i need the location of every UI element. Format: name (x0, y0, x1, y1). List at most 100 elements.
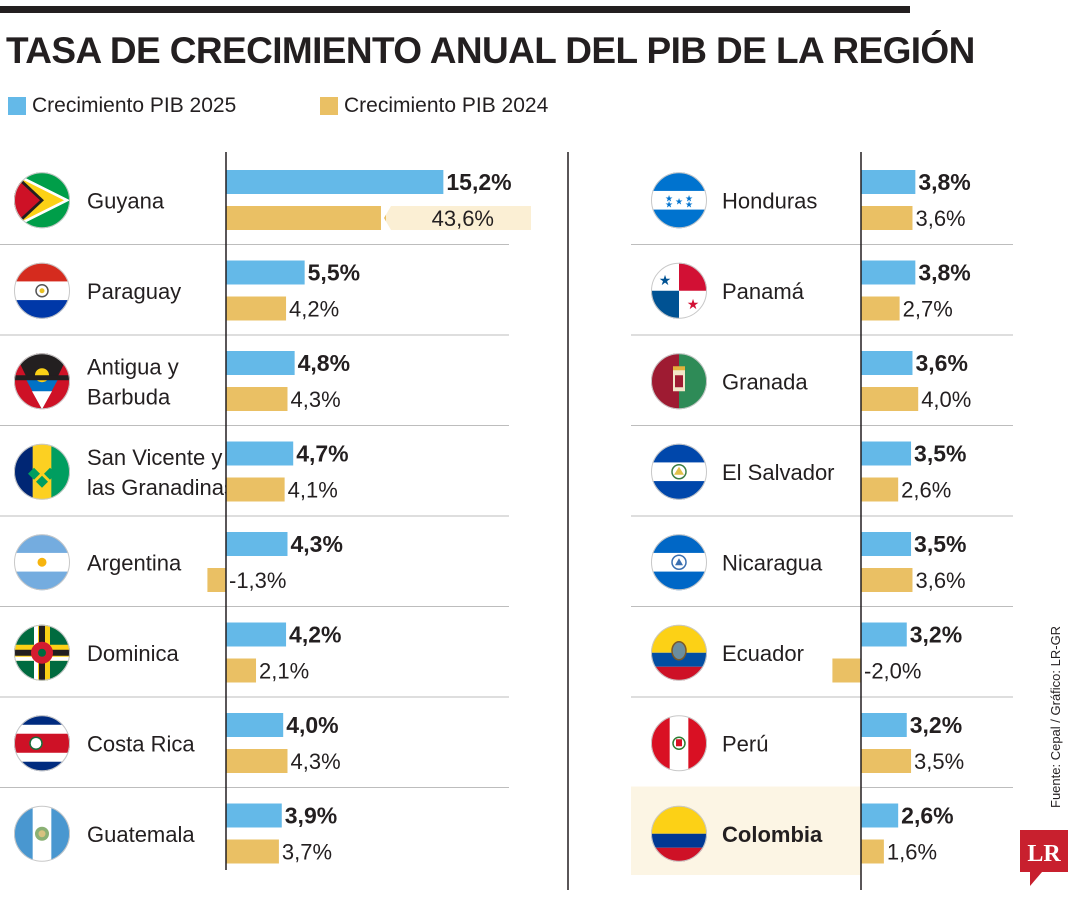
antigua-barbuda-flag-icon (14, 353, 70, 410)
bar-2024 (861, 568, 913, 592)
bar-2025 (861, 713, 907, 737)
value-label-2025: 3,9% (285, 803, 337, 829)
bar-2024 (226, 839, 279, 864)
honduras-flag-icon: ★ ★★★ ★ (651, 172, 707, 229)
legend-swatch-2025 (8, 97, 26, 115)
bar-2024 (226, 387, 288, 411)
bar-2025 (861, 803, 899, 828)
svg-text:★: ★ (685, 193, 693, 203)
value-label-2024: 2,7% (903, 297, 953, 322)
value-label-2025: 3,8% (918, 169, 970, 195)
category-label: Honduras (722, 188, 817, 213)
paraguay-flag-icon (14, 262, 70, 319)
value-label-2024: 4,3% (290, 749, 340, 774)
san-vicente-flag-icon (14, 443, 70, 500)
costa-rica-flag-icon (14, 715, 70, 772)
svg-text:★: ★ (685, 199, 693, 209)
category-label-line: San Vicente y (87, 445, 222, 470)
bar-2024 (861, 206, 913, 230)
category-label-line: Guatemala (87, 822, 195, 847)
category-label-line: Honduras (722, 188, 817, 213)
category-label: Antigua y Barbuda (87, 354, 179, 409)
bar-2025 (861, 170, 916, 194)
top-rule (0, 6, 910, 13)
chart-title: TASA DE CRECIMIENTO ANUAL DEL PIB DE LA … (6, 30, 975, 71)
value-label-2024: 4,3% (290, 387, 340, 412)
bar-2024 (861, 749, 912, 773)
bar-2024 (861, 477, 899, 502)
value-label-2025: 3,2% (910, 622, 962, 648)
argentina-flag-icon (14, 534, 70, 591)
legend-label-2024: Crecimiento PIB 2024 (344, 94, 549, 117)
bar-2025 (861, 260, 916, 285)
category-label-line: Costa Rica (87, 731, 195, 756)
value-label-2025: 15,2% (446, 169, 511, 195)
bar-2024 (226, 658, 257, 683)
value-label-2024: 43,6% (432, 206, 494, 231)
bar-2024 (226, 477, 285, 502)
guyana-flag-icon (14, 172, 70, 229)
category-label-line: las Granadinas (87, 475, 235, 500)
category-label-line: Guyana (87, 188, 165, 213)
bar-2025 (861, 441, 912, 466)
value-label-2025: 4,0% (286, 712, 338, 738)
svg-text:★: ★ (659, 272, 672, 288)
category-label-line: Ecuador (722, 641, 804, 666)
svg-text:★: ★ (675, 196, 683, 206)
el-salvador-flag-icon (651, 443, 707, 500)
category-label-line: Argentina (87, 550, 182, 575)
colombia-flag-icon (651, 805, 707, 862)
bar-2025 (226, 351, 295, 375)
value-label-2024: 3,5% (914, 749, 964, 774)
lr-logo-text: LR (1027, 841, 1061, 867)
bar-2025 (226, 622, 287, 647)
value-label-2025: 3,5% (914, 531, 966, 557)
category-label: Nicaragua (722, 550, 823, 575)
category-label: Guyana (87, 188, 165, 213)
value-label-2024: 4,2% (289, 297, 339, 322)
category-label-line: El Salvador (722, 460, 835, 485)
value-label-2025: 3,5% (914, 441, 966, 467)
category-label: Dominica (87, 641, 179, 666)
bar-2025 (226, 803, 282, 828)
category-label-line: Dominica (87, 641, 179, 666)
bar-2024 (226, 206, 531, 230)
category-label: Guatemala (87, 822, 195, 847)
category-label: Colombia (722, 822, 823, 847)
value-label-2024: 3,6% (915, 206, 965, 231)
bar-2025 (226, 441, 294, 466)
category-label: Ecuador (722, 641, 804, 666)
ecuador-flag-icon (651, 624, 707, 681)
bar-2024 (832, 658, 861, 683)
value-label-2024: 3,7% (282, 840, 332, 865)
value-label-2025: 2,6% (901, 803, 953, 829)
value-label-2024: 3,6% (915, 568, 965, 593)
bar-2024 (226, 296, 287, 321)
nicaragua-flag-icon (651, 534, 707, 591)
bar-2025 (861, 532, 912, 556)
value-label-2025: 3,2% (910, 712, 962, 738)
category-label-line: Granada (722, 369, 808, 394)
value-label-2024: 2,6% (901, 478, 951, 503)
granada-flag-icon (651, 353, 707, 410)
category-label: El Salvador (722, 460, 835, 485)
peru-flag-icon (651, 715, 707, 772)
bar-2025 (861, 351, 913, 375)
category-label-line: Barbuda (87, 384, 171, 409)
category-label-line: Nicaragua (722, 550, 823, 575)
category-label: Granada (722, 369, 808, 394)
value-label-2024: -1,3% (229, 568, 286, 593)
value-label-2024: 2,1% (259, 659, 309, 684)
bar-2024 (861, 839, 884, 864)
category-label: Costa Rica (87, 731, 195, 756)
category-label: San Vicente y las Granadinas (87, 445, 235, 500)
category-label-line: Paraguay (87, 279, 181, 304)
category-label: Panamá (722, 279, 805, 304)
category-label: Paraguay (87, 279, 181, 304)
legend-swatch-2024 (320, 97, 338, 115)
dominica-flag-icon (14, 624, 70, 681)
value-label-2024: 4,1% (288, 478, 338, 503)
category-label-line: Colombia (722, 822, 823, 847)
bar-2025 (226, 713, 284, 737)
